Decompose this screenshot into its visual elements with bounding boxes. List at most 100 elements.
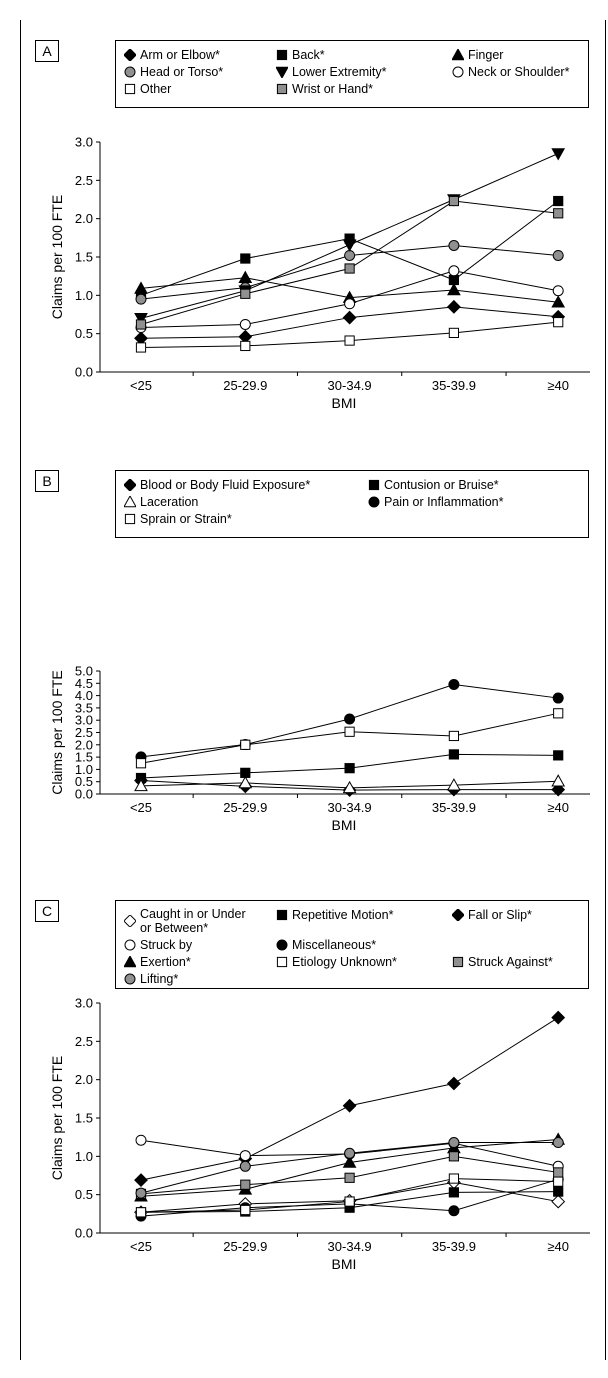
y-tick-label: 3.0 — [75, 135, 93, 150]
x-axis-title: BMI — [332, 395, 357, 411]
legend-entry: Fall or Slip* — [451, 907, 532, 922]
x-tick-label: 25-29.9 — [223, 378, 267, 393]
legend-entry: Arm or Elbow* — [123, 47, 220, 62]
y-tick-label: 3.5 — [75, 700, 93, 715]
data-point — [551, 774, 566, 787]
data-point — [135, 1134, 147, 1146]
data-point — [446, 299, 461, 314]
chart-panel-a: A Arm or Elbow* Back* Finger Head or Torso* L… — [0, 20, 608, 460]
y-tick-label: 0.5 — [75, 774, 93, 789]
data-point — [551, 782, 566, 797]
data-point — [551, 1194, 566, 1209]
data-point — [344, 763, 355, 774]
legend-marker — [276, 909, 288, 920]
data-point — [551, 295, 566, 308]
legend-entry: Exertion* — [123, 954, 191, 969]
legend-entry: Caught in or Under or Between* — [123, 907, 246, 935]
x-axis-title: BMI — [332, 817, 357, 833]
legend-marker — [124, 939, 136, 951]
data-point — [239, 1160, 251, 1172]
data-point — [448, 749, 459, 760]
data-point — [446, 1076, 461, 1091]
y-axis-title: Claims per 100 FTE — [49, 1056, 65, 1180]
legend-label: Lower Extremity* — [292, 64, 387, 79]
data-point — [134, 778, 148, 792]
data-point — [344, 1172, 355, 1183]
data-point — [448, 327, 459, 338]
data-point — [240, 1179, 251, 1190]
y-tick-label: 3.0 — [75, 713, 93, 728]
legend-label: Sprain or Strain* — [140, 511, 232, 526]
data-point — [552, 1137, 564, 1149]
data-point — [552, 692, 564, 704]
data-point — [553, 750, 564, 761]
y-tick-label: 1.5 — [75, 750, 93, 765]
legend-marker — [368, 479, 380, 490]
legend-label: Arm or Elbow* — [140, 47, 220, 62]
data-point — [553, 208, 564, 219]
legend-marker — [276, 49, 288, 60]
data-point — [553, 1167, 564, 1178]
legend-label: Other — [140, 81, 172, 96]
data-point — [135, 342, 147, 353]
y-tick-label: 2.0 — [75, 211, 93, 226]
y-tick-label: 0.0 — [75, 365, 93, 380]
legend: Blood or Body Fluid Exposure* Contusion o… — [115, 470, 589, 538]
y-tick-label: 2.5 — [75, 173, 93, 188]
data-point — [342, 310, 357, 325]
y-axis-title: Claims per 100 FTE — [49, 195, 65, 319]
data-point — [447, 778, 461, 791]
panel-label: B — [35, 470, 59, 492]
data-point — [553, 1186, 564, 1197]
legend-marker — [452, 956, 464, 967]
data-point — [344, 713, 356, 725]
legend-entry: Struck Against* — [452, 954, 553, 969]
legend-label: Head or Torso* — [140, 64, 224, 79]
y-axis-title: Claims per 100 FTE — [49, 670, 65, 794]
data-point — [238, 270, 253, 283]
legend-entry: Lower Extremity* — [275, 64, 387, 79]
x-tick-label: ≥40 — [547, 800, 569, 815]
y-tick-label: 0.0 — [75, 1226, 93, 1241]
panel-label: C — [35, 900, 59, 922]
data-point — [344, 249, 356, 261]
legend-entry: Sprain or Strain* — [124, 511, 232, 526]
legend-entry: Neck or Shoulder* — [452, 64, 569, 79]
data-point — [240, 253, 251, 264]
data-point — [551, 1010, 566, 1025]
legend-marker — [124, 973, 136, 985]
legend-entry: Blood or Body Fluid Exposure* — [123, 477, 310, 492]
data-point — [448, 265, 460, 277]
y-tick-label: 0.5 — [75, 1187, 93, 1202]
data-point — [135, 1187, 147, 1199]
data-point — [342, 1098, 357, 1113]
legend-label: Back* — [292, 47, 325, 62]
legend-label: Miscellaneous* — [292, 937, 377, 952]
data-point — [134, 1173, 148, 1188]
data-point — [448, 240, 460, 251]
x-tick-label: 25-29.9 — [223, 800, 267, 815]
x-tick-label: 30-34.9 — [328, 378, 372, 393]
legend-entry: Pain or Inflammation* — [368, 494, 504, 509]
legend-marker — [275, 66, 289, 79]
legend-entry: Repetitive Motion* — [276, 907, 393, 922]
data-point — [239, 318, 251, 330]
legend-label: Repetitive Motion* — [292, 907, 394, 922]
legend-entry: Struck by — [124, 937, 192, 952]
data-point — [448, 679, 460, 691]
data-point — [448, 730, 459, 742]
data-point — [448, 195, 459, 207]
data-point — [134, 281, 148, 294]
data-point — [553, 195, 564, 207]
y-tick-label: 0.5 — [75, 326, 93, 341]
data-point — [134, 313, 148, 326]
data-point — [448, 1205, 460, 1217]
data-point — [240, 1204, 251, 1216]
y-tick-label: 1.0 — [75, 288, 93, 303]
data-point — [342, 239, 357, 252]
legend-entry: Other — [124, 81, 171, 96]
legend-label: Wrist or Hand* — [292, 81, 374, 96]
legend-entry: Wrist or Hand* — [276, 81, 373, 96]
legend: Arm or Elbow* Back* Finger Head or Torso* Lo… — [115, 40, 589, 108]
y-tick-label: 5.0 — [75, 664, 93, 679]
